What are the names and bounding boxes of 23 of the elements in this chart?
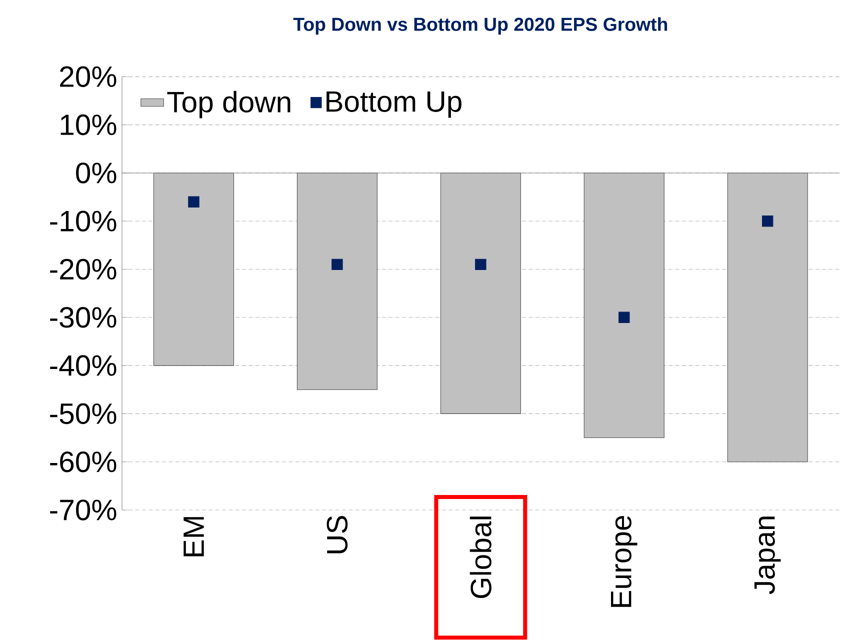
chart-title: Top Down vs Bottom Up 2020 EPS Growth [293,17,668,35]
x-tick-label: Japan [754,516,781,594]
x-tick-label: Global [470,516,492,598]
x-tick-label: EM [184,517,204,556]
point [762,216,774,227]
point [618,312,630,324]
y-tick-label: -50% [50,403,116,424]
x-tick-label: Europe [610,516,638,607]
legend-label: Bottom Up [326,91,462,118]
point [332,258,343,270]
y-tick-label: -70% [50,500,116,520]
y-tick-label: -10% [50,210,116,232]
y-tick-label: 20% [60,66,116,88]
y-tick-label: -30% [50,307,116,328]
point [188,196,200,208]
y-tick-label: -60% [50,451,116,472]
y-tick-label: -20% [50,258,116,280]
y-tick-label: 0% [76,162,116,184]
y-tick-label: -40% [50,355,116,376]
y-tick-label: 10% [60,114,116,136]
x-tick-label: US [326,516,348,554]
point [475,258,486,270]
legend-label: Top down [167,90,290,118]
